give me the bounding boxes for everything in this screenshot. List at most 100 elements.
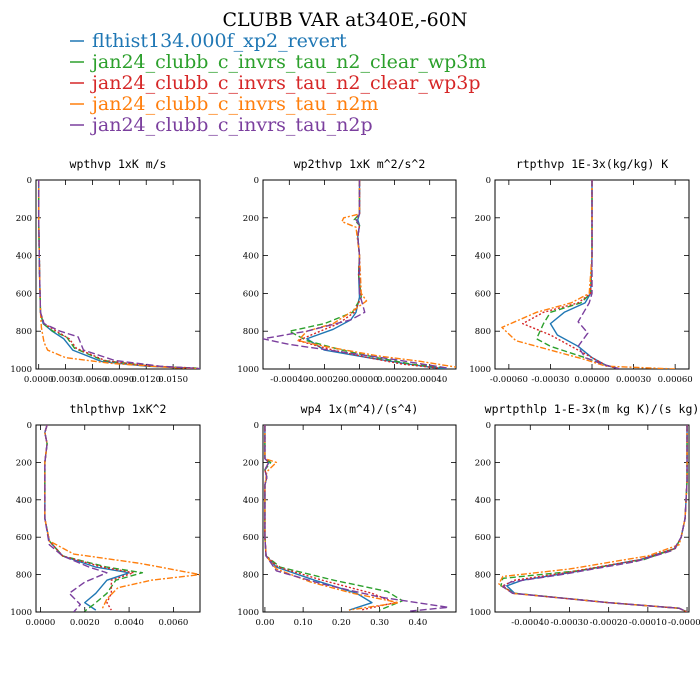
series-line-1 [506,425,688,612]
y-tick-label: 600 [16,533,32,543]
y-tick-label: 0 [254,176,259,186]
y-tick-label: 800 [243,327,259,337]
x-tick-label: 0.00040 [412,375,447,385]
panel-title: thlpthvp 1xK^2 [70,402,167,416]
y-tick-label: 800 [243,571,259,581]
series-line-3 [502,425,688,612]
y-tick-label: 600 [243,289,259,299]
x-tick-label: 0.0060 [159,618,189,628]
y-tick-label: 600 [16,289,32,299]
series-line-3 [522,180,620,369]
y-tick-label: 1000 [237,608,259,618]
series-line-2 [264,425,404,611]
y-tick-label: 600 [475,533,491,543]
series-line-1 [549,180,620,369]
x-tick-label: -0.00030 [550,618,588,628]
y-tick-label: 0 [254,421,259,431]
series-line-5 [37,180,200,369]
series-line-5 [44,425,108,612]
x-tick-label: -0.00020 [590,618,628,628]
panel-2: wp2thvp 1xK m^2/s^2 0 200 400 600 800 1000 -0.0… [237,157,457,385]
chart-title: CLUBB VAR at340E,-60N [223,9,468,31]
x-tick-label: 0.00020 [377,375,412,385]
series-line-4 [297,180,456,368]
panel-title: wp4 1x(m^4)/(s^4) [301,402,419,416]
series-line-3 [37,180,200,369]
legend-item: jan24_clubb_c_invrs_tau_n2_clear_wp3p [90,72,481,94]
series-line-4 [44,425,200,609]
x-tick-label: 0.00030 [616,375,651,385]
y-tick-label: 200 [16,214,32,224]
x-tick-label: 0.20 [332,618,351,628]
y-tick-label: 400 [475,252,491,262]
y-tick-label: 400 [475,496,491,506]
series-line-5 [502,425,688,612]
series-line-2 [37,180,200,369]
y-tick-label: 0 [486,176,491,186]
y-tick-label: 400 [16,496,32,506]
y-tick-label: 200 [16,458,32,468]
y-tick-label: 800 [16,571,32,581]
series-line-4 [498,425,688,612]
legend-item: jan24_clubb_c_invrs_tau_n2m [90,93,378,115]
series-line-2 [535,180,620,369]
panel-1: wpthvp 1xK m/s020040060080010000.00000.0… [10,157,201,385]
y-tick-label: 200 [243,214,259,224]
series-line-5 [264,425,450,612]
x-tick-label: -0.00020 [305,375,343,385]
y-tick-label: 800 [475,327,491,337]
plot-frame [35,179,201,370]
legend-item: flthist134.000f_xp2_revert [92,30,347,52]
panels: wpthvp 1xK m/s020040060080010000.00000.0… [10,157,700,628]
y-tick-label: 1000 [10,365,32,375]
y-tick-label: 1000 [237,365,259,375]
series-line-1 [44,425,130,611]
y-tick-label: 800 [475,571,491,581]
series-line-4 [37,180,200,369]
series-line-2 [500,425,688,612]
x-tick-label: 0.0000 [26,618,56,628]
y-tick-label: 200 [475,214,491,224]
y-tick-label: 0 [27,176,32,186]
legend-item: jan24_clubb_c_invrs_tau_n2_clear_wp3m [90,51,486,73]
y-tick-label: 1000 [10,608,32,618]
panel-title: wpthvp 1xK m/s [70,157,167,171]
curves [498,425,688,612]
series-line-5 [263,180,448,369]
x-tick-label: 0.0060 [78,375,108,385]
y-tick-label: 200 [243,458,259,468]
x-tick-label: 0.00060 [658,375,693,385]
plot-frame [494,424,690,613]
x-tick-label: 0.0040 [114,618,144,628]
x-tick-label: -0.00060 [490,375,528,385]
series-line-5 [577,180,620,369]
y-tick-label: 400 [243,252,259,262]
x-tick-label: 0.40 [408,618,427,628]
curves [44,425,200,612]
x-tick-label: -0.00000 [668,618,700,628]
y-tick-label: 0 [486,421,491,431]
y-tick-label: 1000 [469,608,491,618]
series-line-1 [306,180,448,369]
y-tick-label: 1000 [469,365,491,375]
legend: flthist134.000f_xp2_revertjan24_clubb_c_… [70,30,486,136]
x-tick-label: 0.0030 [51,375,81,385]
series-line-2 [288,180,448,369]
x-tick-label: -0.00040 [511,618,549,628]
curves [501,180,676,369]
curves [263,180,456,369]
x-tick-label: 0.0020 [70,618,100,628]
legend-item: jan24_clubb_c_invrs_tau_n2p [90,114,373,136]
y-tick-label: 400 [16,252,32,262]
y-tick-label: 600 [475,289,491,299]
y-tick-label: 200 [475,458,491,468]
series-line-2 [44,425,144,612]
series-line-4 [501,180,676,369]
x-tick-label: -0.00030 [531,375,569,385]
series-line-3 [264,425,396,611]
y-tick-label: 800 [16,327,32,337]
series-line-3 [44,425,135,611]
series-line-1 [37,180,200,369]
